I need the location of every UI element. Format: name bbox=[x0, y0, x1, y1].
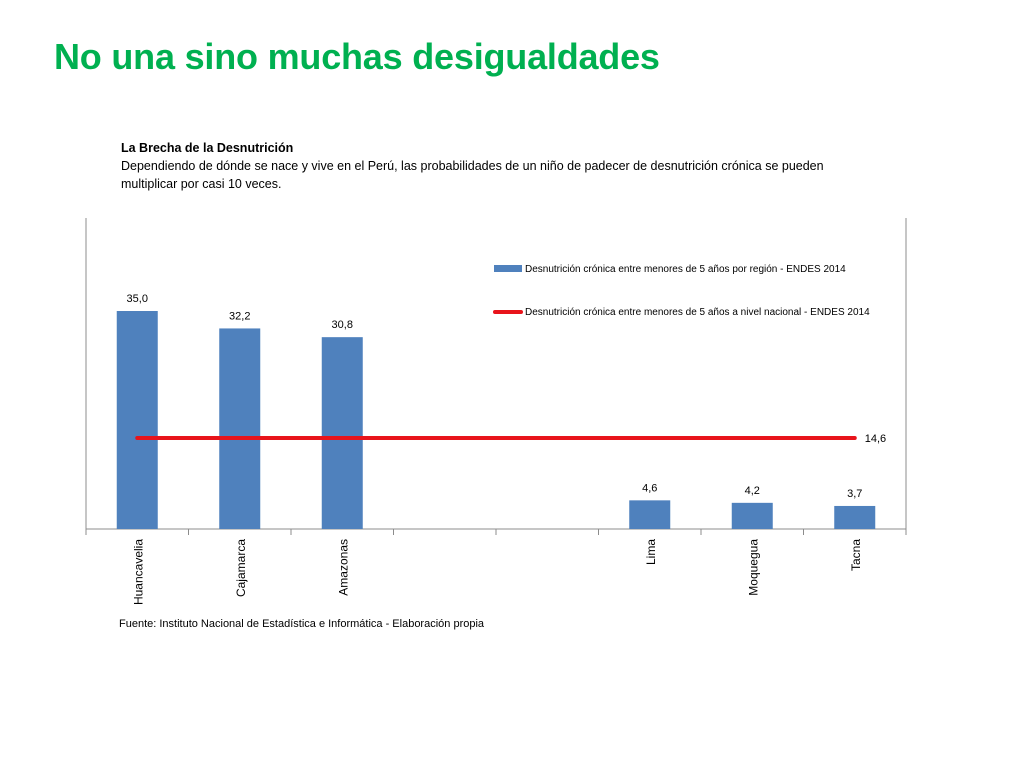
chart-description: La Brecha de la Desnutrición Dependiendo… bbox=[121, 139, 841, 193]
legend-bar-swatch bbox=[494, 265, 522, 272]
slide-title: No una sino muchas desigualdades bbox=[54, 36, 660, 77]
x-tick-label: Moquegua bbox=[746, 539, 760, 596]
source-note: Fuente: Instituto Nacional de Estadístic… bbox=[119, 618, 485, 630]
bar-data-label: 32,2 bbox=[229, 310, 250, 322]
x-tick-label: Cajamarca bbox=[234, 539, 248, 597]
bar-moquegua bbox=[731, 502, 773, 529]
bar-huancavelia bbox=[116, 311, 158, 529]
bar-tacna bbox=[834, 505, 876, 529]
legend-line-label: Desnutrición crónica entre menores de 5 … bbox=[525, 307, 870, 318]
bar-data-label: 4,6 bbox=[642, 482, 657, 494]
national-average-label: 14,6 bbox=[865, 433, 886, 445]
bar-data-label: 35,0 bbox=[127, 293, 148, 305]
x-tick-label: Amazonas bbox=[336, 539, 350, 596]
bar-data-label: 30,8 bbox=[332, 319, 353, 331]
bar-amazonas bbox=[321, 337, 363, 529]
description-heading: La Brecha de la Desnutrición bbox=[121, 141, 294, 155]
bar-lima bbox=[629, 500, 671, 529]
x-tick-label: Huancavelia bbox=[131, 539, 145, 605]
bar-cajamarca bbox=[219, 328, 261, 529]
legend-bar-label: Desnutrición crónica entre menores de 5 … bbox=[525, 264, 846, 275]
bar-data-label: 4,2 bbox=[745, 485, 760, 497]
bar-data-label: 3,7 bbox=[847, 488, 862, 500]
x-tick-label: Tacna bbox=[849, 539, 863, 571]
x-tick-label: Lima bbox=[644, 539, 658, 565]
description-text: Dependiendo de dónde se nace y vive en e… bbox=[121, 159, 824, 191]
